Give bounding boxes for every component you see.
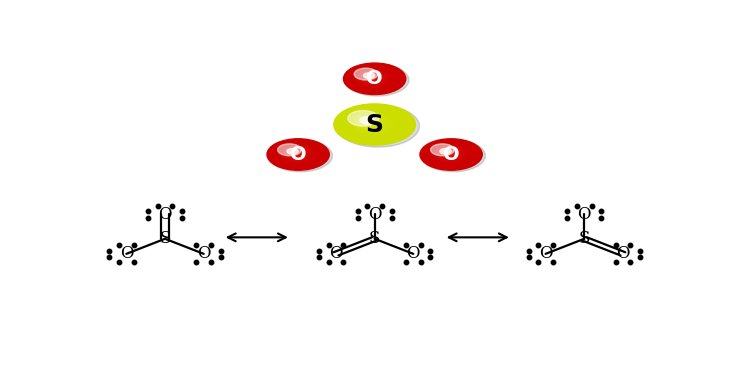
Circle shape bbox=[354, 68, 378, 80]
Circle shape bbox=[360, 117, 375, 124]
Text: O: O bbox=[368, 206, 382, 223]
Circle shape bbox=[356, 69, 390, 86]
Circle shape bbox=[443, 150, 447, 152]
Circle shape bbox=[267, 139, 329, 170]
Circle shape bbox=[282, 147, 308, 160]
Circle shape bbox=[348, 111, 379, 126]
Circle shape bbox=[438, 148, 456, 157]
Text: S: S bbox=[578, 230, 590, 247]
Circle shape bbox=[357, 70, 387, 85]
Text: O: O bbox=[443, 145, 459, 164]
Text: O: O bbox=[329, 245, 343, 262]
Circle shape bbox=[287, 148, 298, 154]
Circle shape bbox=[278, 144, 301, 156]
Text: O: O bbox=[120, 245, 133, 262]
Circle shape bbox=[363, 73, 377, 80]
Circle shape bbox=[269, 140, 333, 172]
Circle shape bbox=[355, 69, 393, 88]
Circle shape bbox=[440, 149, 452, 155]
Circle shape bbox=[364, 73, 375, 79]
Text: S: S bbox=[366, 112, 384, 137]
Text: O: O bbox=[616, 245, 629, 262]
Circle shape bbox=[280, 145, 314, 162]
Circle shape bbox=[364, 119, 369, 122]
Circle shape bbox=[354, 114, 388, 131]
Circle shape bbox=[349, 111, 398, 136]
Circle shape bbox=[431, 144, 469, 163]
Circle shape bbox=[360, 117, 375, 125]
Circle shape bbox=[352, 113, 391, 133]
Text: S: S bbox=[159, 230, 171, 247]
Circle shape bbox=[285, 148, 303, 157]
Circle shape bbox=[336, 105, 420, 147]
Circle shape bbox=[287, 149, 299, 155]
Text: O: O bbox=[290, 145, 306, 164]
Circle shape bbox=[350, 112, 395, 134]
Circle shape bbox=[360, 71, 382, 83]
Circle shape bbox=[435, 147, 461, 160]
Text: O: O bbox=[366, 69, 383, 88]
Circle shape bbox=[357, 116, 382, 128]
Circle shape bbox=[428, 143, 474, 166]
Circle shape bbox=[363, 73, 374, 79]
Circle shape bbox=[284, 147, 306, 158]
Circle shape bbox=[363, 118, 372, 123]
Text: O: O bbox=[577, 206, 591, 223]
Circle shape bbox=[352, 68, 397, 90]
Circle shape bbox=[290, 150, 294, 152]
Circle shape bbox=[420, 139, 482, 170]
Circle shape bbox=[436, 147, 459, 158]
Text: O: O bbox=[159, 206, 172, 223]
Circle shape bbox=[347, 111, 401, 138]
Circle shape bbox=[431, 144, 454, 156]
Circle shape bbox=[289, 150, 296, 154]
Circle shape bbox=[344, 63, 406, 95]
Text: O: O bbox=[539, 245, 553, 262]
Circle shape bbox=[277, 144, 318, 165]
Circle shape bbox=[361, 72, 380, 82]
Circle shape bbox=[359, 71, 385, 84]
Circle shape bbox=[281, 146, 311, 161]
Text: S: S bbox=[369, 230, 380, 247]
Circle shape bbox=[345, 110, 404, 139]
Circle shape bbox=[366, 75, 370, 76]
Circle shape bbox=[440, 148, 451, 154]
Text: O: O bbox=[406, 245, 420, 262]
Circle shape bbox=[439, 148, 454, 156]
Circle shape bbox=[442, 150, 449, 154]
Circle shape bbox=[334, 104, 415, 145]
Circle shape bbox=[354, 68, 395, 89]
Circle shape bbox=[276, 143, 321, 166]
Circle shape bbox=[355, 115, 385, 129]
Circle shape bbox=[430, 144, 471, 165]
Circle shape bbox=[345, 64, 409, 96]
Circle shape bbox=[433, 145, 466, 162]
Text: O: O bbox=[197, 245, 211, 262]
Circle shape bbox=[434, 146, 463, 161]
Circle shape bbox=[359, 116, 379, 127]
Circle shape bbox=[286, 148, 301, 156]
Circle shape bbox=[422, 140, 485, 172]
Circle shape bbox=[279, 144, 316, 163]
Circle shape bbox=[366, 74, 373, 78]
